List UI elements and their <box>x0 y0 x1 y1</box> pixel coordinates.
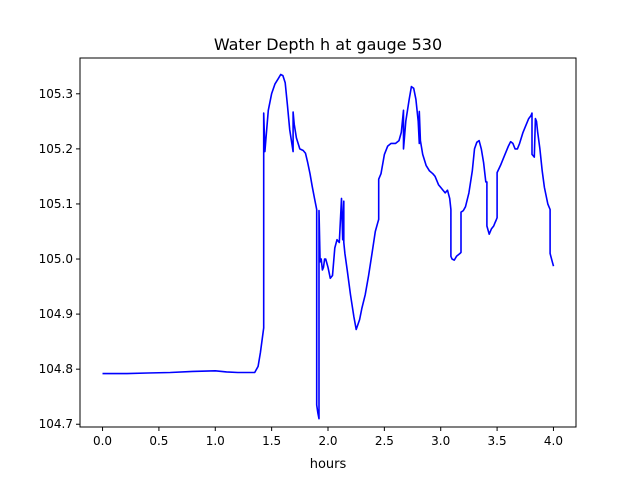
y-tick-label: 104.8 <box>39 362 73 376</box>
plot-frame <box>79 57 577 428</box>
y-tick-label: 105.0 <box>39 252 73 266</box>
plot-area <box>102 73 555 420</box>
x-tick-label: 2.5 <box>375 434 394 448</box>
y-tick-label: 105.2 <box>39 142 73 156</box>
series-line <box>102 73 555 420</box>
x-tick-label: 2.0 <box>318 434 337 448</box>
chart-title: Water Depth h at gauge 530 <box>214 35 442 54</box>
x-tick-label: 3.0 <box>431 434 450 448</box>
x-tick-label: 0.5 <box>149 434 168 448</box>
y-tick-label: 105.3 <box>39 87 73 101</box>
x-tick-label: 4.0 <box>544 434 563 448</box>
y-axis-ticks: 104.7 104.8 104.9 105.0 105.1 105.2 105.3 <box>39 87 80 431</box>
x-tick-label: 1.5 <box>262 434 281 448</box>
x-axis-label: hours <box>310 457 347 472</box>
x-tick-label: 3.5 <box>488 434 507 448</box>
x-tick-label: 1.0 <box>206 434 225 448</box>
x-axis-ticks: 0.0 0.5 1.0 1.5 2.0 2.5 3.0 3.5 4.0 <box>93 427 563 448</box>
y-tick-label: 105.1 <box>39 197 73 211</box>
y-tick-label: 104.7 <box>39 417 73 431</box>
x-tick-label: 0.0 <box>93 434 112 448</box>
y-tick-label: 104.9 <box>39 307 73 321</box>
